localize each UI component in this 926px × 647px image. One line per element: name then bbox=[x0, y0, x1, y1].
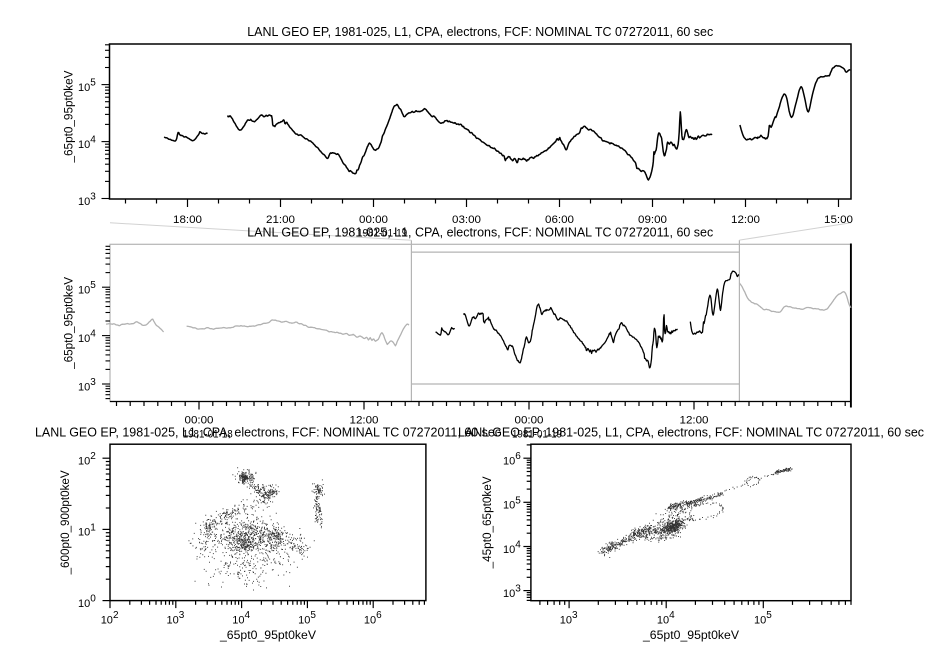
svg-text:LANL GEO EP, 1981-025, L1, CPA: LANL GEO EP, 1981-025, L1, CPA, electron… bbox=[35, 425, 501, 440]
svg-text:06:00: 06:00 bbox=[545, 214, 574, 226]
svg-text:15:00: 15:00 bbox=[824, 214, 853, 226]
svg-text:00:00: 00:00 bbox=[515, 415, 544, 427]
svg-text:1981-01-19: 1981-01-19 bbox=[512, 428, 562, 440]
svg-text:LANL GEO EP, 1981-025, L1, CPA: LANL GEO EP, 1981-025, L1, CPA, electron… bbox=[247, 225, 713, 240]
svg-text:12:00: 12:00 bbox=[731, 214, 760, 226]
svg-text:LANL GEO EP, 1981-025, L1, CPA: LANL GEO EP, 1981-025, L1, CPA, electron… bbox=[458, 425, 924, 440]
svg-text:_65pt0_95pt0keV: _65pt0_95pt0keV bbox=[64, 277, 76, 370]
svg-text:_65pt0_95pt0keV: _65pt0_95pt0keV bbox=[64, 70, 76, 163]
svg-text:18:00: 18:00 bbox=[173, 214, 202, 226]
svg-text:03:00: 03:00 bbox=[452, 214, 481, 226]
svg-text:1981-01-19: 1981-01-19 bbox=[357, 228, 407, 240]
svg-text:21:00: 21:00 bbox=[266, 214, 295, 226]
svg-text:12:00: 12:00 bbox=[350, 415, 379, 427]
svg-text:_65pt0_95pt0keV: _65pt0_95pt0keV bbox=[219, 630, 316, 642]
svg-text:1981-01-18: 1981-01-18 bbox=[183, 428, 233, 440]
svg-text:_65pt0_95pt0keV: _65pt0_95pt0keV bbox=[642, 630, 739, 642]
svg-text:00:00: 00:00 bbox=[185, 415, 214, 427]
svg-text:_600pt0_900pt0keV: _600pt0_900pt0keV bbox=[60, 470, 72, 575]
svg-text:_45pt0_65pt0keV: _45pt0_65pt0keV bbox=[482, 476, 494, 569]
svg-text:09:00: 09:00 bbox=[638, 214, 667, 226]
svg-text:12:00: 12:00 bbox=[680, 415, 709, 427]
svg-text:LANL GEO EP, 1981-025, L1, CPA: LANL GEO EP, 1981-025, L1, CPA, electron… bbox=[247, 24, 713, 39]
svg-text:00:00: 00:00 bbox=[359, 214, 388, 226]
